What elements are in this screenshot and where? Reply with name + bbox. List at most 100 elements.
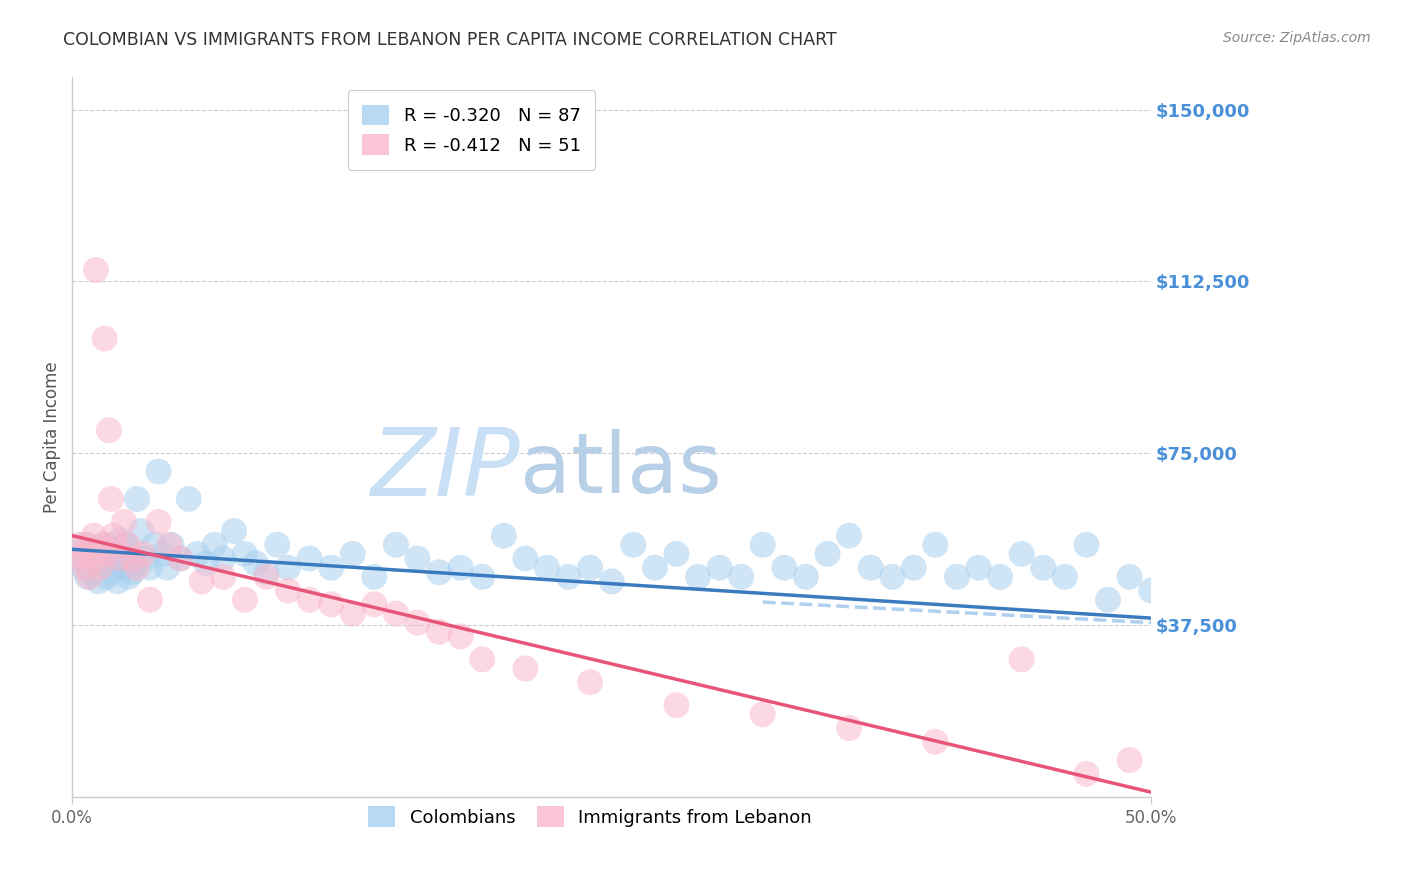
Point (621, 538, 644, 552)
Point (967, 560, 990, 574)
Point (321, 598, 343, 612)
Point (406, 551, 429, 566)
Point (751, 707, 773, 722)
Point (277, 583, 299, 598)
Point (1076, 538, 1098, 552)
Point (730, 570, 752, 584)
Text: COLOMBIAN VS IMMIGRANTS FROM LEBANON PER CAPITA INCOME CORRELATION CHART: COLOMBIAN VS IMMIGRANTS FROM LEBANON PER… (63, 31, 837, 49)
Point (644, 560, 666, 574)
Point (84, 542, 107, 557)
Point (245, 556, 267, 570)
Point (152, 547, 174, 561)
Point (298, 551, 321, 566)
Point (600, 574, 623, 589)
Point (89, 560, 111, 574)
Point (1032, 560, 1054, 574)
Point (93, 538, 115, 552)
Point (169, 551, 191, 566)
Text: atlas: atlas (520, 429, 721, 510)
Point (579, 675, 602, 690)
Point (924, 735, 946, 749)
Y-axis label: Per Capita Income: Per Capita Income (44, 361, 60, 513)
Point (124, 556, 146, 570)
Point (135, 551, 157, 566)
Point (427, 624, 450, 639)
Text: ZIP: ZIP (370, 424, 520, 515)
Point (177, 491, 200, 506)
Point (536, 560, 558, 574)
Point (143, 538, 166, 552)
Point (817, 547, 839, 561)
Point (471, 570, 494, 584)
Point (298, 592, 321, 607)
Point (190, 574, 212, 589)
Point (838, 528, 860, 542)
Point (112, 560, 135, 574)
Point (321, 560, 343, 574)
Point (103, 528, 125, 542)
Point (222, 524, 245, 538)
Point (212, 570, 235, 584)
Point (233, 592, 256, 607)
Point (93, 332, 115, 346)
Point (1011, 547, 1033, 561)
Point (665, 547, 688, 561)
Point (233, 547, 256, 561)
Point (427, 566, 450, 580)
Point (186, 547, 208, 561)
Point (882, 570, 904, 584)
Point (342, 607, 364, 621)
Point (117, 570, 139, 584)
Point (515, 551, 537, 566)
Point (103, 556, 125, 570)
Point (924, 538, 946, 552)
Point (89, 551, 111, 566)
Point (108, 551, 131, 566)
Point (471, 652, 494, 666)
Point (557, 570, 579, 584)
Point (76, 570, 98, 584)
Point (129, 524, 152, 538)
Point (665, 698, 688, 713)
Point (1076, 767, 1098, 781)
Point (67, 551, 90, 566)
Point (91, 538, 114, 552)
Point (1097, 592, 1119, 607)
Point (111, 551, 134, 566)
Point (160, 538, 183, 552)
Point (104, 542, 127, 557)
Point (72, 560, 94, 574)
Point (1118, 753, 1140, 767)
Point (195, 556, 218, 570)
Point (363, 598, 385, 612)
Point (277, 560, 299, 574)
Point (385, 607, 408, 621)
Point (115, 538, 138, 552)
Point (773, 560, 796, 574)
Point (148, 465, 170, 479)
Point (988, 570, 1011, 584)
Point (342, 547, 364, 561)
Point (385, 538, 408, 552)
Point (148, 515, 170, 529)
Point (91, 560, 114, 574)
Point (79, 547, 101, 561)
Point (946, 570, 969, 584)
Point (256, 570, 278, 584)
Point (169, 551, 191, 566)
Point (80, 566, 103, 580)
Point (125, 491, 148, 506)
Point (515, 661, 537, 675)
Point (838, 721, 860, 735)
Point (121, 566, 143, 580)
Point (112, 515, 135, 529)
Point (492, 528, 515, 542)
Point (117, 538, 139, 552)
Point (406, 615, 429, 630)
Point (70, 551, 93, 566)
Point (266, 538, 288, 552)
Point (156, 560, 179, 574)
Point (450, 560, 472, 574)
Point (450, 629, 472, 643)
Point (903, 560, 925, 574)
